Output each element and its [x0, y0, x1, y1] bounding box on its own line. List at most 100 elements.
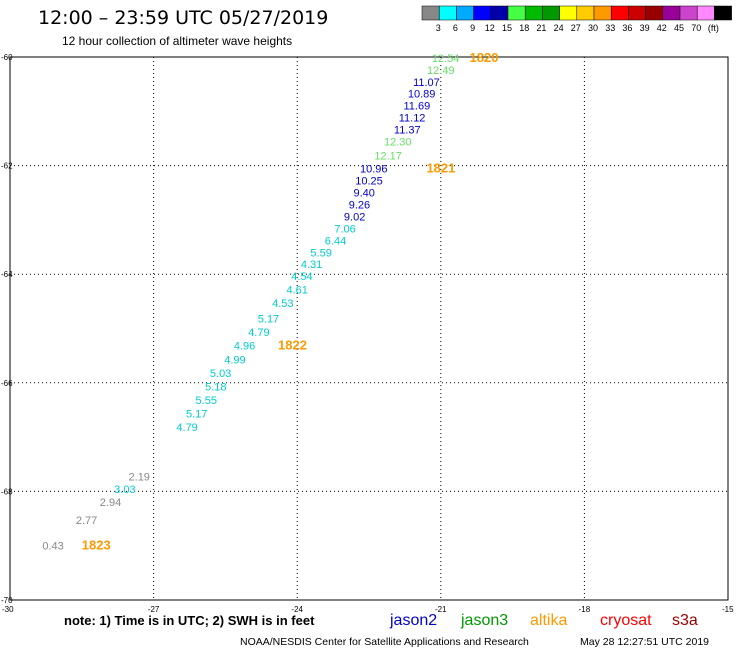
- colorbar: 3 6 9 12 15 18 21 24 27 30 33 36 39 42 45 70 (ft): [421, 5, 732, 33]
- data-label: 12.30: [384, 137, 412, 149]
- data-label: 10.25: [355, 176, 383, 188]
- data-label: 2.19: [129, 472, 150, 484]
- data-label: 9.26: [349, 199, 370, 211]
- colorbar-label: 9: [470, 23, 475, 33]
- data-label: 3.03: [114, 484, 135, 496]
- data-label: 7.06: [334, 223, 355, 235]
- data-label: 5.18: [205, 381, 226, 393]
- x-tick-label: -27: [148, 605, 160, 614]
- x-tick-label: -15: [722, 605, 734, 614]
- data-label: 2.94: [100, 497, 121, 509]
- data-label: 12.54: [432, 53, 460, 65]
- time-label: 1822: [278, 338, 307, 353]
- timestamp-text: May 28 12:27:51 UTC 2019: [580, 636, 709, 648]
- colorbar-label: 70: [691, 23, 701, 33]
- plot-area: -27 -24 -21 -18 -30 -15 -60 -62 -64 -66 -68 -70 11.…: [1, 50, 734, 614]
- data-label: 11.69: [404, 101, 431, 113]
- data-label: 4.53: [272, 298, 293, 310]
- colorbar-label: 45: [674, 23, 684, 33]
- data-label: 12.17: [374, 151, 402, 163]
- colorbar-label: 36: [622, 23, 632, 33]
- colorbar-swatch: [696, 5, 715, 21]
- colorbar-swatch: [473, 5, 492, 21]
- y-tick-label: -60: [1, 53, 13, 62]
- data-label: 4.54: [291, 271, 312, 283]
- data-label: 0.43: [42, 541, 63, 553]
- x-tick-label: -21: [435, 605, 447, 614]
- data-label: 9.02: [344, 211, 365, 223]
- time-labels: 1820 1821 1822 1823: [82, 50, 499, 553]
- colorbar-label: 24: [554, 23, 564, 33]
- colorbar-label: 30: [588, 23, 598, 33]
- data-label: 9.40: [354, 188, 375, 200]
- y-tick-label: -68: [1, 487, 13, 496]
- time-label: 1821: [426, 161, 455, 176]
- tick-labels: -27 -24 -21 -18 -30 -15 -60 -62 -64 -66 -68 -70: [1, 53, 734, 614]
- colorbar-swatch: [679, 5, 698, 21]
- data-label: 4.31: [301, 259, 322, 271]
- footer-text: NOAA/NESDIS Center for Satellite Applica…: [240, 636, 529, 648]
- data-label: 4.79: [176, 422, 197, 434]
- colorbar-label: 15: [502, 23, 512, 33]
- colorbar-label: 12: [485, 23, 495, 33]
- legend-item: altika: [530, 612, 567, 629]
- colorbar-swatch: [576, 5, 595, 21]
- x-tick-label: -30: [2, 605, 14, 614]
- colorbar-swatch: [714, 5, 732, 21]
- data-label: 4.99: [224, 354, 245, 366]
- data-label: 10.89: [408, 89, 436, 101]
- colorbar-swatch: [645, 5, 664, 21]
- y-tick-label: -64: [1, 270, 13, 279]
- grid: [10, 57, 728, 600]
- legend-item: jason3: [460, 612, 508, 629]
- data-label: 5.59: [310, 247, 331, 259]
- data-label: 11.12: [399, 113, 426, 125]
- colorbar-label: 3: [436, 23, 441, 33]
- legend: jason2 jason3 altika cryosat s3a: [389, 612, 698, 629]
- chart-subtitle: 12 hour collection of altimeter wave hei…: [62, 34, 292, 48]
- time-label: 1823: [82, 538, 111, 553]
- data-label: 4.79: [248, 327, 269, 339]
- x-tick-label: -18: [579, 605, 591, 614]
- data-label: 4.96: [234, 341, 255, 353]
- colorbar-swatch: [593, 5, 612, 21]
- data-label: 2.77: [76, 515, 97, 527]
- plot-frame: [9, 56, 729, 601]
- data-label: 12.49: [427, 65, 455, 77]
- data-label: 10.96: [360, 164, 388, 176]
- data-labels: 11.0710.8911.6911.1211.3710.9610.259.409…: [42, 53, 459, 553]
- colorbar-label: (ft): [708, 23, 719, 33]
- y-tick-label: -70: [1, 596, 13, 605]
- data-label: 6.44: [325, 235, 346, 247]
- colorbar-swatch: [507, 5, 526, 21]
- colorbar-swatch: [628, 5, 646, 21]
- legend-item: cryosat: [600, 612, 652, 629]
- y-tick-label: -66: [1, 379, 13, 388]
- colorbar-swatch: [524, 5, 543, 21]
- data-label: 5.17: [258, 314, 279, 326]
- time-label: 1820: [470, 50, 499, 65]
- colorbar-label: 42: [657, 23, 667, 33]
- colorbar-label: 27: [571, 23, 581, 33]
- colorbar-label: 18: [519, 23, 529, 33]
- data-label: 11.37: [394, 125, 421, 137]
- data-label: 5.55: [196, 395, 217, 407]
- data-label: 5.03: [210, 368, 231, 380]
- y-tick-label: -62: [1, 162, 13, 171]
- colorbar-swatch: [438, 5, 457, 21]
- colorbar-label: 33: [605, 23, 615, 33]
- chart-title: 12:00 – 23:59 UTC 05/27/2019: [38, 7, 328, 29]
- note-text: note: 1) Time is in UTC; 2) SWH is in fe…: [64, 613, 315, 628]
- colorbar-swatch: [490, 5, 509, 21]
- colorbar-swatch: [662, 5, 681, 21]
- legend-item: jason2: [389, 612, 437, 629]
- colorbar-swatch: [610, 5, 629, 21]
- colorbar-swatch: [421, 5, 440, 21]
- colorbar-swatch: [456, 5, 474, 21]
- colorbar-swatch: [542, 5, 560, 21]
- data-label: 11.07: [413, 77, 440, 89]
- data-label: 4.61: [286, 285, 307, 297]
- colorbar-label: 6: [453, 23, 458, 33]
- data-label: 5.17: [186, 409, 207, 421]
